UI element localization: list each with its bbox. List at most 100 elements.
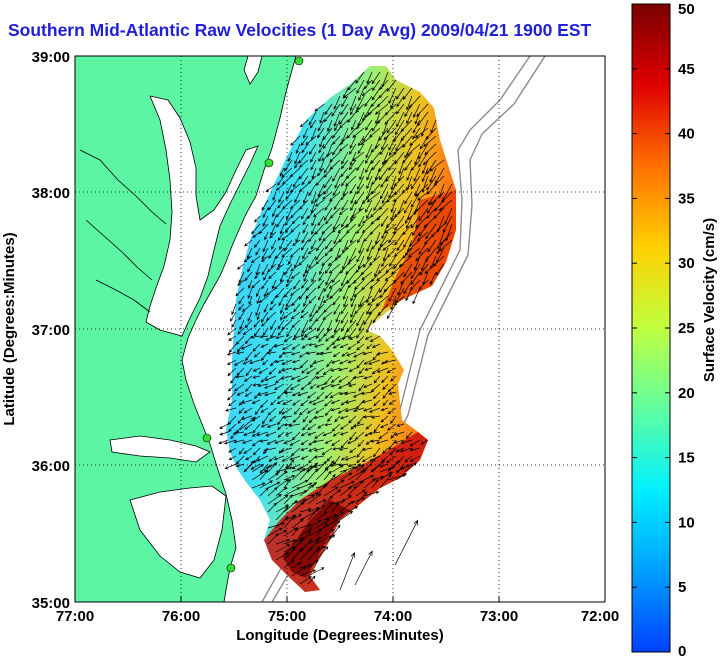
- velocity-arrow: [317, 119, 325, 132]
- velocity-arrow: [258, 367, 269, 374]
- velocity-arrow: [252, 375, 261, 379]
- velocity-arrow: [291, 514, 302, 521]
- velocity-arrow: [323, 534, 336, 545]
- velocity-arrow: [331, 479, 345, 489]
- velocity-arrow: [257, 391, 269, 396]
- velocity-arrow: [273, 343, 285, 348]
- velocity-arrow: [290, 447, 301, 457]
- velocity-arrow: [339, 359, 349, 365]
- velocity-arrow: [404, 199, 413, 214]
- velocity-arrow: [331, 439, 341, 446]
- velocity-arrow: [328, 279, 341, 289]
- velocity-arrow: [344, 455, 357, 461]
- velocity-arrow: [326, 455, 333, 462]
- velocity-arrow: [390, 207, 397, 221]
- velocity-arrow: [252, 231, 261, 238]
- velocity-arrow: [307, 520, 322, 529]
- velocity-arrow: [244, 319, 253, 329]
- velocity-arrow: [421, 167, 429, 183]
- velocity-arrow: [425, 223, 437, 240]
- colorbar-tick-label: 0: [678, 643, 686, 659]
- velocity-arrow: [265, 183, 277, 193]
- velocity-arrow: [271, 215, 277, 226]
- velocity-arrow: [404, 103, 413, 118]
- velocity-arrow: [334, 175, 341, 189]
- velocity-arrow: [368, 431, 381, 435]
- velocity-arrow: [315, 518, 330, 529]
- velocity-arrow: [267, 522, 286, 529]
- velocity-arrow: [362, 415, 373, 419]
- velocity-arrow: [365, 151, 373, 164]
- velocity-arrow: [360, 391, 373, 395]
- velocity-arrow: [339, 495, 352, 505]
- velocity-arrow: [263, 447, 277, 452]
- velocity-arrow: [385, 167, 397, 183]
- velocity-arrow: [301, 343, 309, 349]
- velocity-arrow: [261, 263, 269, 276]
- velocity-arrow: [318, 231, 325, 242]
- velocity-arrow: [386, 367, 397, 373]
- velocity-arrow: [358, 295, 373, 307]
- velocity-arrow: [269, 415, 277, 422]
- velocity-arrow: [326, 359, 333, 368]
- velocity-arrow: [366, 191, 381, 203]
- velocity-arrow: [319, 159, 325, 172]
- velocity-arrow: [253, 351, 261, 358]
- velocity-arrow: [228, 343, 237, 353]
- colorbar-tick-label: 35: [678, 190, 695, 207]
- velocity-arrow: [349, 143, 357, 155]
- velocity-arrow: [233, 383, 245, 392]
- velocity-arrow: [407, 247, 421, 258]
- velocity-arrow: [372, 311, 381, 324]
- velocity-arrow: [387, 461, 399, 473]
- velocity-arrow: [325, 343, 333, 351]
- velocity-arrow: [331, 335, 341, 346]
- velocity-arrow: [272, 191, 277, 201]
- velocity-arrow: [290, 351, 301, 356]
- velocity-arrow: [426, 175, 437, 191]
- velocity-arrow: [310, 239, 317, 250]
- velocity-arrow: [299, 563, 313, 569]
- velocity-arrow: [338, 207, 349, 215]
- velocity-arrow: [394, 151, 405, 165]
- velocity-arrow: [376, 367, 389, 373]
- velocity-arrow: [303, 271, 309, 283]
- velocity-arrow: [294, 151, 301, 165]
- velocity-arrow: [251, 399, 261, 404]
- velocity-arrow: [347, 463, 357, 468]
- velocity-arrow: [294, 191, 301, 203]
- velocity-arrow: [364, 103, 373, 119]
- velocity-arrow: [237, 327, 245, 335]
- velocity-arrow: [379, 167, 389, 181]
- velocity-arrow: [406, 111, 413, 125]
- velocity-arrow: [395, 473, 407, 481]
- velocity-arrow: [324, 439, 333, 444]
- velocity-arrow: [334, 119, 341, 132]
- velocity-arrow: [307, 468, 319, 481]
- velocity-arrow: [283, 527, 298, 537]
- velocity-arrow: [409, 447, 421, 452]
- velocity-arrow: [300, 447, 309, 451]
- velocity-arrow: [396, 423, 405, 427]
- velocity-arrow: [308, 343, 317, 347]
- velocity-arrow: [341, 351, 349, 357]
- velocity-arrow: [298, 183, 309, 193]
- velocity-arrow: [363, 311, 373, 326]
- velocity-arrow: [388, 399, 397, 405]
- velocity-arrow: [276, 263, 285, 271]
- velocity-arrow: [250, 255, 261, 264]
- velocity-arrow: [357, 255, 365, 270]
- velocity-arrow: [291, 343, 301, 350]
- velocity-arrow: [300, 431, 309, 437]
- velocity-arrow: [339, 510, 354, 521]
- velocity-arrow: [268, 247, 277, 259]
- velocity-arrow: [404, 143, 413, 159]
- velocity-arrow: [275, 287, 285, 299]
- velocity-arrow: [393, 439, 405, 444]
- velocity-arrow: [409, 455, 421, 462]
- velocity-arrow: [357, 111, 365, 127]
- velocity-arrow: [299, 119, 309, 128]
- velocity-arrow: [323, 375, 333, 386]
- velocity-arrow: [277, 199, 285, 209]
- velocity-arrow: [300, 311, 309, 319]
